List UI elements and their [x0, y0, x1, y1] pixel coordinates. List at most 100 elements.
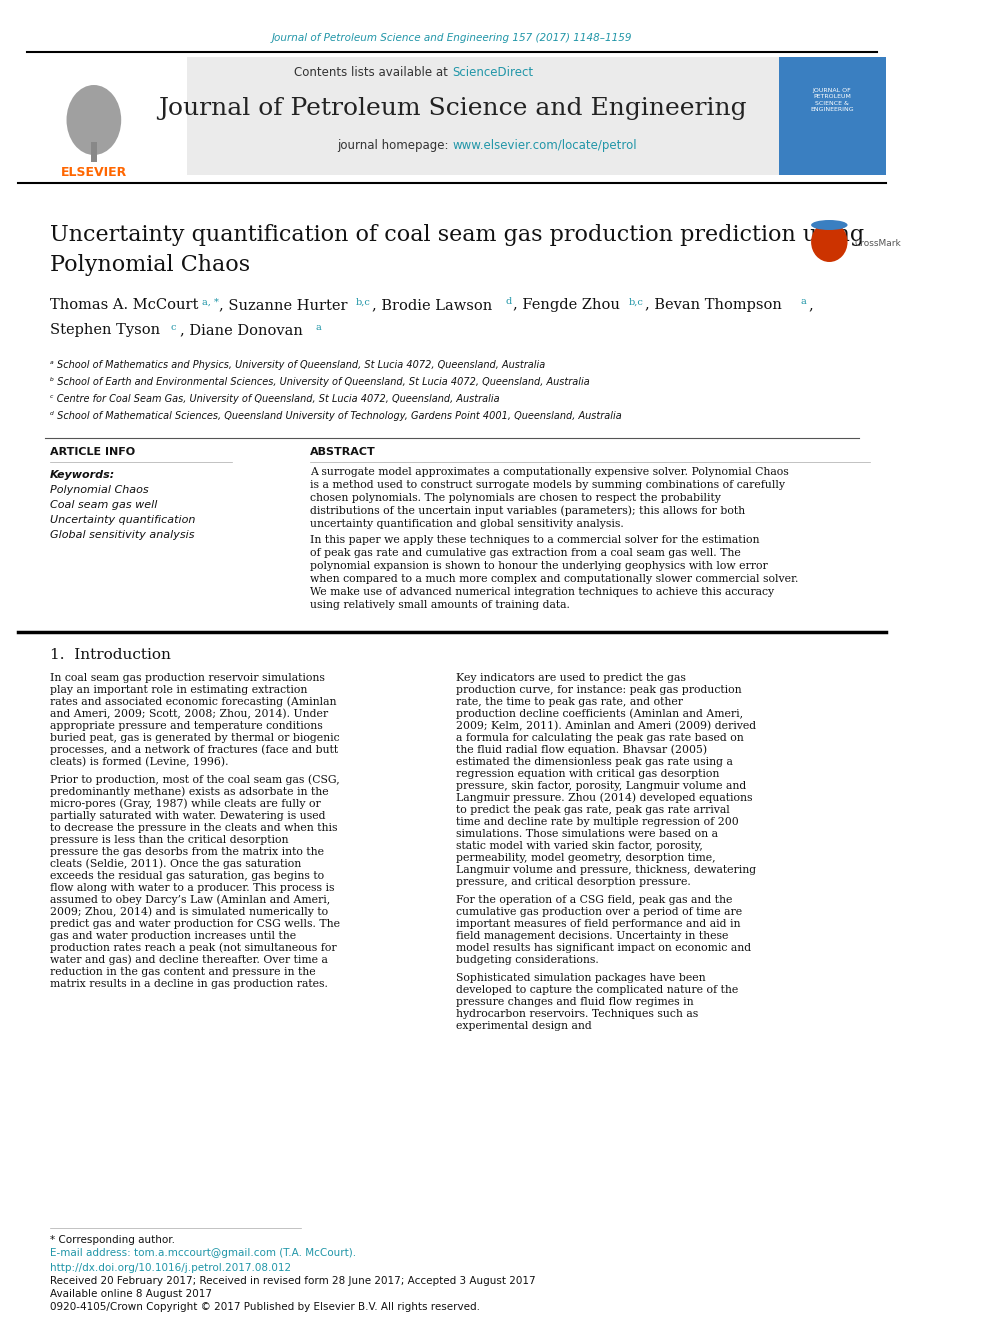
Text: Received 20 February 2017; Received in revised form 28 June 2017; Accepted 3 Aug: Received 20 February 2017; Received in r… [51, 1275, 536, 1286]
Text: journal homepage:: journal homepage: [336, 139, 452, 152]
Text: ,: , [808, 298, 813, 312]
Text: to decrease the pressure in the cleats and when this: to decrease the pressure in the cleats a… [51, 823, 337, 833]
Text: www.elsevier.com/locate/petrol: www.elsevier.com/locate/petrol [452, 139, 637, 152]
Text: important measures of field performance and aid in: important measures of field performance … [455, 919, 740, 929]
Text: the fluid radial flow equation. Bhavsar (2005): the fluid radial flow equation. Bhavsar … [455, 745, 706, 755]
Text: chosen polynomials. The polynomials are chosen to respect the probability: chosen polynomials. The polynomials are … [310, 493, 721, 503]
Text: c: c [171, 323, 176, 332]
Text: reduction in the gas content and pressure in the: reduction in the gas content and pressur… [51, 967, 315, 976]
Text: cleats (Seldie, 2011). Once the gas saturation: cleats (Seldie, 2011). Once the gas satu… [51, 859, 302, 869]
Text: simulations. Those simulations were based on a: simulations. Those simulations were base… [455, 830, 717, 839]
Text: A surrogate model approximates a computationally expensive solver. Polynomial Ch: A surrogate model approximates a computa… [310, 467, 789, 478]
Text: a: a [801, 298, 806, 307]
Text: , Bevan Thompson: , Bevan Thompson [645, 298, 787, 312]
Ellipse shape [811, 220, 847, 230]
Text: ᵃ School of Mathematics and Physics, University of Queensland, St Lucia 4072, Qu: ᵃ School of Mathematics and Physics, Uni… [51, 360, 546, 370]
Text: exceeds the residual gas saturation, gas begins to: exceeds the residual gas saturation, gas… [51, 871, 324, 881]
Text: ARTICLE INFO: ARTICLE INFO [51, 447, 135, 456]
Text: b,c: b,c [355, 298, 370, 307]
Text: http://dx.doi.org/10.1016/j.petrol.2017.08.012: http://dx.doi.org/10.1016/j.petrol.2017.… [51, 1263, 292, 1273]
Text: Stephen Tyson: Stephen Tyson [51, 323, 165, 337]
Text: pressure is less than the critical desorption: pressure is less than the critical desor… [51, 835, 289, 845]
Text: using relatively small amounts of training data.: using relatively small amounts of traini… [310, 601, 569, 610]
Text: 2009; Zhou, 2014) and is simulated numerically to: 2009; Zhou, 2014) and is simulated numer… [51, 906, 328, 917]
Text: d: d [506, 298, 512, 307]
Text: , Fengde Zhou: , Fengde Zhou [513, 298, 625, 312]
Text: ᵇ School of Earth and Environmental Sciences, University of Queensland, St Lucia: ᵇ School of Earth and Environmental Scie… [51, 377, 590, 388]
Text: and Ameri, 2009; Scott, 2008; Zhou, 2014). Under: and Ameri, 2009; Scott, 2008; Zhou, 2014… [51, 709, 328, 720]
Text: a formula for calculating the peak gas rate based on: a formula for calculating the peak gas r… [455, 733, 743, 744]
Text: appropriate pressure and temperature conditions: appropriate pressure and temperature con… [51, 721, 322, 732]
Text: In this paper we apply these techniques to a commercial solver for the estimatio: In this paper we apply these techniques … [310, 534, 759, 545]
Text: gas and water production increases until the: gas and water production increases until… [51, 931, 297, 941]
Text: ᵈ School of Mathematical Sciences, Queensland University of Technology, Gardens : ᵈ School of Mathematical Sciences, Queen… [51, 411, 622, 421]
Text: pressure, and critical desorption pressure.: pressure, and critical desorption pressu… [455, 877, 690, 886]
Text: distributions of the uncertain input variables (parameters); this allows for bot: distributions of the uncertain input var… [310, 505, 745, 516]
Text: flow along with water to a producer. This process is: flow along with water to a producer. Thi… [51, 882, 334, 893]
Text: Uncertainty quantification of coal seam gas production prediction using: Uncertainty quantification of coal seam … [51, 224, 864, 246]
Text: CrossMark: CrossMark [855, 239, 902, 249]
Text: Keywords:: Keywords: [51, 470, 115, 480]
Bar [779, 57, 886, 175]
Text: water and gas) and decline thereafter. Over time a: water and gas) and decline thereafter. O… [51, 955, 328, 966]
Text: Key indicators are used to predict the gas: Key indicators are used to predict the g… [455, 673, 685, 683]
Text: predominantly methane) exists as adsorbate in the: predominantly methane) exists as adsorba… [51, 787, 328, 798]
Text: static model with varied skin factor, porosity,: static model with varied skin factor, po… [455, 841, 702, 851]
Text: 1.  Introduction: 1. Introduction [51, 648, 171, 662]
Text: pressure changes and fluid flow regimes in: pressure changes and fluid flow regimes … [455, 998, 693, 1007]
Text: estimated the dimensionless peak gas rate using a: estimated the dimensionless peak gas rat… [455, 757, 732, 767]
Text: , Suzanne Hurter: , Suzanne Hurter [218, 298, 352, 312]
Ellipse shape [66, 85, 121, 155]
Text: Global sensitivity analysis: Global sensitivity analysis [51, 531, 194, 540]
Text: cleats) is formed (Levine, 1996).: cleats) is formed (Levine, 1996). [51, 757, 228, 767]
Text: 2009; Kelm, 2011). Aminlan and Ameri (2009) derived: 2009; Kelm, 2011). Aminlan and Ameri (20… [455, 721, 756, 732]
Text: pressure the gas desorbs from the matrix into the: pressure the gas desorbs from the matrix… [51, 847, 324, 857]
Text: Available online 8 August 2017: Available online 8 August 2017 [51, 1289, 212, 1299]
Text: Sophisticated simulation packages have been: Sophisticated simulation packages have b… [455, 972, 705, 983]
Text: rates and associated economic forecasting (Aminlan: rates and associated economic forecastin… [51, 697, 336, 708]
Circle shape [811, 222, 847, 262]
Text: ABSTRACT: ABSTRACT [310, 447, 376, 456]
Text: JOURNAL OF
PETROLEUM
SCIENCE &
ENGINEERING: JOURNAL OF PETROLEUM SCIENCE & ENGINEERI… [810, 87, 854, 112]
Text: pressure, skin factor, porosity, Langmuir volume and: pressure, skin factor, porosity, Langmui… [455, 781, 746, 791]
Text: E-mail address: tom.a.mccourt@gmail.com (T.A. McCourt).: E-mail address: tom.a.mccourt@gmail.com … [51, 1248, 356, 1258]
Text: polynomial expansion is shown to honour the underlying geophysics with low error: polynomial expansion is shown to honour … [310, 561, 768, 572]
Text: buried peat, gas is generated by thermal or biogenic: buried peat, gas is generated by thermal… [51, 733, 339, 744]
Text: a, *: a, * [202, 298, 219, 307]
Text: to predict the peak gas rate, peak gas rate arrival: to predict the peak gas rate, peak gas r… [455, 804, 729, 815]
Text: 0920-4105/Crown Copyright © 2017 Published by Elsevier B.V. All rights reserved.: 0920-4105/Crown Copyright © 2017 Publish… [51, 1302, 480, 1312]
Text: Langmuir pressure. Zhou (2014) developed equations: Langmuir pressure. Zhou (2014) developed… [455, 792, 752, 803]
Text: b,c: b,c [629, 298, 644, 307]
Text: Uncertainty quantification: Uncertainty quantification [51, 515, 195, 525]
Text: ScienceDirect: ScienceDirect [452, 66, 533, 78]
Text: hydrocarbon reservoirs. Techniques such as: hydrocarbon reservoirs. Techniques such … [455, 1009, 698, 1019]
Text: production decline coefficients (Aminlan and Ameri,: production decline coefficients (Aminlan… [455, 709, 743, 720]
Text: * Corresponding author.: * Corresponding author. [51, 1234, 176, 1245]
Text: production curve, for instance: peak gas production: production curve, for instance: peak gas… [455, 685, 741, 695]
Text: Langmuir volume and pressure, thickness, dewatering: Langmuir volume and pressure, thickness,… [455, 865, 756, 875]
Text: of peak gas rate and cumulative gas extraction from a coal seam gas well. The: of peak gas rate and cumulative gas extr… [310, 548, 741, 558]
Text: ELSEVIER: ELSEVIER [61, 165, 127, 179]
Text: Journal of Petroleum Science and Engineering 157 (2017) 1148–1159: Journal of Petroleum Science and Enginee… [272, 33, 632, 44]
Text: play an important role in estimating extraction: play an important role in estimating ext… [51, 685, 308, 695]
Text: , Brodie Lawson: , Brodie Lawson [372, 298, 497, 312]
Text: In coal seam gas production reservoir simulations: In coal seam gas production reservoir si… [51, 673, 325, 683]
Text: a: a [315, 323, 321, 332]
Text: predict gas and water production for CSG wells. The: predict gas and water production for CSG… [51, 919, 340, 929]
Text: Journal of Petroleum Science and Engineering: Journal of Petroleum Science and Enginee… [158, 97, 746, 119]
Text: Polynomial Chaos: Polynomial Chaos [51, 254, 250, 277]
Text: ᶜ Centre for Coal Seam Gas, University of Queensland, St Lucia 4072, Queensland,: ᶜ Centre for Coal Seam Gas, University o… [51, 394, 500, 404]
Text: Coal seam gas well: Coal seam gas well [51, 500, 158, 509]
Bar [91, 142, 96, 161]
Text: developed to capture the complicated nature of the: developed to capture the complicated nat… [455, 986, 738, 995]
Text: Contents lists available at: Contents lists available at [295, 66, 452, 78]
Text: cumulative gas production over a period of time are: cumulative gas production over a period … [455, 908, 742, 917]
Text: matrix results in a decline in gas production rates.: matrix results in a decline in gas produ… [51, 979, 328, 990]
Text: , Diane Donovan: , Diane Donovan [180, 323, 308, 337]
Text: micro-pores (Gray, 1987) while cleats are fully or: micro-pores (Gray, 1987) while cleats ar… [51, 799, 320, 810]
Text: processes, and a network of fractures (face and butt: processes, and a network of fractures (f… [51, 745, 338, 755]
Text: For the operation of a CSG field, peak gas and the: For the operation of a CSG field, peak g… [455, 894, 732, 905]
Bar [18, 57, 886, 175]
Text: time and decline rate by multiple regression of 200: time and decline rate by multiple regres… [455, 818, 738, 827]
Text: field management decisions. Uncertainty in these: field management decisions. Uncertainty … [455, 931, 728, 941]
